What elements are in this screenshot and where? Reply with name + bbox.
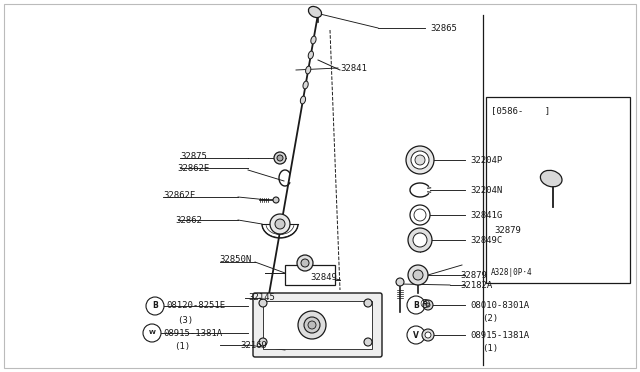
Circle shape	[423, 300, 433, 310]
Text: (2): (2)	[482, 314, 498, 324]
Circle shape	[274, 152, 286, 164]
Circle shape	[415, 155, 425, 165]
Ellipse shape	[300, 96, 305, 104]
Ellipse shape	[303, 81, 308, 89]
Circle shape	[259, 299, 267, 307]
Circle shape	[407, 326, 425, 344]
Text: 32204N: 32204N	[470, 186, 502, 195]
Text: V: V	[413, 330, 419, 340]
Circle shape	[422, 329, 434, 341]
Circle shape	[364, 299, 372, 307]
Circle shape	[413, 233, 427, 247]
Text: (1): (1)	[174, 343, 190, 352]
Circle shape	[298, 311, 326, 339]
Circle shape	[411, 151, 429, 169]
Circle shape	[364, 338, 372, 346]
Text: 32204P: 32204P	[470, 155, 502, 164]
Text: 32879: 32879	[494, 226, 521, 235]
Circle shape	[425, 332, 431, 338]
Text: 08010-8301A: 08010-8301A	[470, 301, 529, 310]
Text: 32862: 32862	[175, 215, 202, 224]
Text: 32875: 32875	[180, 151, 207, 160]
Text: 32182A: 32182A	[460, 280, 492, 289]
Ellipse shape	[540, 170, 562, 187]
Bar	[285, 265, 335, 285]
Text: (1): (1)	[482, 344, 498, 353]
Bar	[263, 301, 372, 349]
Text: 08120-8251E: 08120-8251E	[166, 301, 225, 311]
Text: ®: ®	[419, 298, 431, 311]
Circle shape	[275, 219, 285, 229]
Circle shape	[407, 296, 425, 314]
Circle shape	[426, 303, 430, 307]
Text: 32865: 32865	[430, 23, 457, 32]
Text: 32169: 32169	[240, 340, 267, 350]
Text: A328|0P·4: A328|0P·4	[490, 268, 532, 277]
Circle shape	[143, 324, 161, 342]
Circle shape	[413, 270, 423, 280]
Circle shape	[297, 255, 313, 271]
Text: 32849C: 32849C	[470, 235, 502, 244]
Ellipse shape	[305, 66, 311, 74]
Circle shape	[396, 278, 404, 286]
Text: B: B	[413, 301, 419, 310]
Circle shape	[301, 259, 309, 267]
Circle shape	[273, 197, 279, 203]
Text: 08915-1381A: 08915-1381A	[163, 328, 222, 337]
Text: 08915-1381A: 08915-1381A	[470, 330, 529, 340]
Bar	[486, 97, 630, 283]
Text: 32850N: 32850N	[219, 256, 252, 264]
Text: 32862E: 32862E	[177, 164, 209, 173]
Text: 32879: 32879	[460, 270, 487, 279]
Circle shape	[146, 297, 164, 315]
Circle shape	[259, 338, 267, 346]
Text: 32849: 32849	[310, 273, 337, 282]
Text: 32841G: 32841G	[470, 211, 502, 219]
Text: 32862F: 32862F	[163, 190, 195, 199]
Text: B: B	[152, 301, 158, 311]
Ellipse shape	[308, 6, 321, 17]
Circle shape	[414, 209, 426, 221]
Text: 32841: 32841	[340, 64, 367, 73]
Circle shape	[308, 321, 316, 329]
Circle shape	[410, 205, 430, 225]
Circle shape	[406, 146, 434, 174]
Circle shape	[277, 155, 283, 161]
Circle shape	[304, 317, 320, 333]
Text: W: W	[148, 330, 156, 336]
Ellipse shape	[308, 51, 314, 59]
Circle shape	[408, 228, 432, 252]
Circle shape	[408, 265, 428, 285]
Ellipse shape	[311, 36, 316, 44]
Text: 32145: 32145	[248, 294, 275, 302]
FancyBboxPatch shape	[253, 293, 382, 357]
Text: (3): (3)	[177, 315, 193, 324]
Circle shape	[270, 214, 290, 234]
Text: [0586-    ]: [0586- ]	[492, 106, 550, 115]
